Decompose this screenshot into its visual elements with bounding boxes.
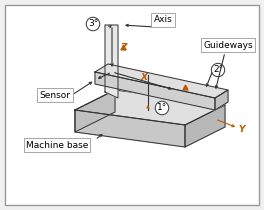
Text: Y: Y: [238, 125, 244, 134]
Text: 3°: 3°: [88, 20, 98, 29]
Polygon shape: [95, 64, 228, 98]
FancyBboxPatch shape: [5, 5, 259, 205]
Polygon shape: [75, 90, 115, 132]
Polygon shape: [75, 110, 185, 147]
Text: Sensor: Sensor: [40, 91, 70, 100]
Polygon shape: [185, 105, 225, 147]
Text: Machine base: Machine base: [26, 140, 88, 150]
Polygon shape: [75, 90, 225, 125]
Text: 2°: 2°: [213, 66, 223, 75]
Text: Guideways: Guideways: [203, 41, 253, 50]
Polygon shape: [95, 72, 215, 110]
Text: 1°: 1°: [157, 104, 167, 113]
Text: Axis: Axis: [154, 16, 172, 25]
Polygon shape: [105, 25, 118, 98]
Text: X: X: [140, 73, 147, 82]
Text: Z: Z: [120, 43, 126, 52]
Polygon shape: [215, 90, 228, 110]
